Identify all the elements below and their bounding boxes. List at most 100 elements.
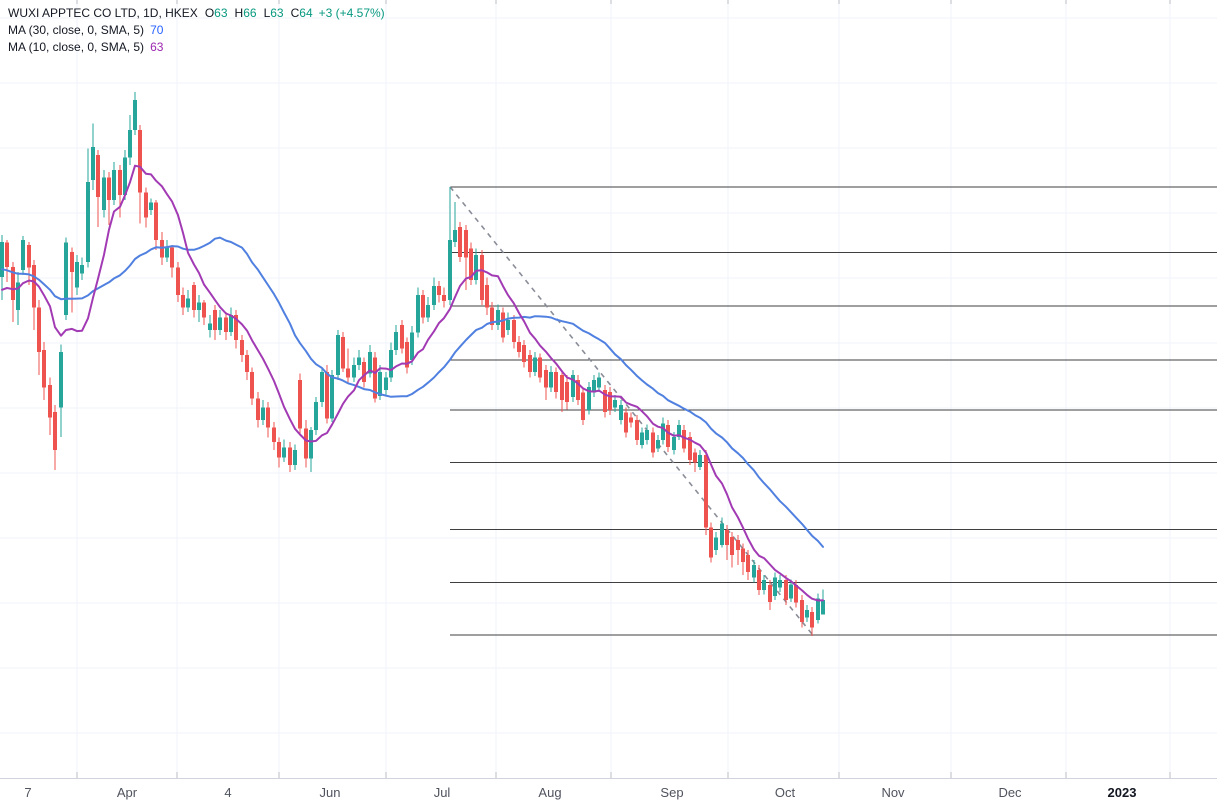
candle-body (42, 350, 46, 388)
candle-body (70, 251, 74, 272)
candle-body (730, 536, 734, 556)
time-axis-label: Nov (881, 785, 905, 800)
candle-body (810, 611, 814, 628)
candle-body (437, 286, 441, 296)
candle-body (752, 565, 756, 578)
candle-body (293, 450, 297, 466)
candle-body (677, 425, 681, 437)
candle-body (800, 600, 804, 622)
candle-body (682, 430, 686, 449)
chart-legend: WUXI APPTEC CO LTD, 1D, HKEX O63 H66 L63 C64… (8, 5, 385, 56)
candle-body (592, 380, 596, 393)
candle-body (266, 407, 270, 428)
candle-body (656, 440, 660, 449)
candle-body (64, 242, 68, 316)
ma10-legend-row[interactable]: MA (10, close, 0, SMA, 5) 63 (8, 39, 385, 55)
symbol-legend-row[interactable]: WUXI APPTEC CO LTD, 1D, HKEX O63 H66 L63 C64… (8, 5, 385, 21)
candle-body (202, 302, 206, 318)
ma10-line[interactable] (1, 164, 824, 602)
candle-body (325, 371, 329, 419)
candle-body (587, 386, 591, 411)
candle-body (554, 371, 558, 392)
candle-body (16, 282, 20, 311)
candle-body (640, 432, 644, 446)
candle-body (448, 240, 452, 301)
candle-body (304, 428, 308, 459)
candle-body (661, 423, 665, 441)
candle-body (736, 540, 740, 551)
candle-body (149, 202, 153, 211)
candle-body (624, 412, 628, 433)
candle-body (768, 585, 772, 602)
candle-body (277, 441, 281, 458)
candle-body (458, 226, 462, 257)
candle-body (59, 351, 63, 408)
candle-body (565, 381, 569, 402)
candle-body (576, 380, 580, 401)
candle-body (32, 265, 36, 308)
ohlc-value: 63 (214, 6, 228, 20)
candle-body (176, 267, 180, 296)
candle-body (309, 430, 313, 459)
candle-body (619, 405, 623, 421)
ma30-legend-row[interactable]: MA (30, close, 0, SMA, 5) 70 (8, 22, 385, 38)
candle-body (581, 392, 585, 421)
candle-body (549, 371, 553, 388)
candle-body (96, 155, 100, 197)
candle-body (80, 265, 84, 274)
candle-body (693, 452, 697, 463)
ohlc-label: C (290, 6, 300, 20)
candle-body (501, 312, 505, 338)
candle-body (272, 427, 276, 442)
ohlc-label: H (234, 6, 244, 20)
candle-body (506, 320, 510, 331)
candle-body (741, 548, 745, 562)
candle-body (821, 600, 825, 615)
candle-body (378, 371, 382, 396)
candle-body (53, 411, 57, 451)
ma30-line[interactable] (1, 236, 824, 548)
candle-body (154, 202, 158, 241)
candle-body (453, 230, 457, 242)
candle-body (213, 310, 217, 331)
candle-body (805, 610, 809, 618)
candle-body (645, 430, 649, 441)
candle-body (666, 425, 670, 447)
candle-body (138, 130, 142, 193)
candle-body (517, 341, 521, 352)
candle-body (725, 530, 729, 546)
candle-body (613, 400, 617, 408)
candle-body (330, 375, 334, 419)
candle-body (245, 355, 249, 372)
candle-body (629, 417, 633, 423)
candle-body (250, 371, 254, 399)
time-axis[interactable]: 7 Apr 4 Jun Jul Aug Sep Oct Nov Dec 2023 (0, 778, 1217, 811)
candle-body (160, 240, 164, 258)
candle-body (298, 380, 302, 429)
symbol-title: WUXI APPTEC CO LTD, 1D, HKEX (8, 6, 198, 20)
candle-body (27, 245, 31, 268)
candle-body (218, 317, 222, 331)
ma10-label: MA (10, close, 0, SMA, 5) (8, 40, 145, 54)
candle-body (469, 248, 473, 281)
candle-body (714, 537, 718, 551)
ma30-value: 70 (150, 23, 164, 37)
ohlc-values: O63 H66 L63 C64 (198, 6, 313, 20)
candle-body (816, 598, 820, 621)
candle-body (394, 331, 398, 351)
time-axis-label: 4 (224, 785, 232, 800)
dashed-trend-line[interactable] (449, 186, 814, 636)
candle-body (400, 325, 404, 349)
candle-body (362, 361, 366, 382)
ma30-label: MA (30, close, 0, SMA, 5) (8, 23, 145, 37)
candle-body (384, 377, 388, 391)
candle-body (544, 370, 548, 388)
candle-body (709, 527, 713, 558)
time-axis-label: Apr (116, 785, 138, 800)
candle-body (528, 355, 532, 372)
candle-body (533, 357, 537, 372)
candle-body (432, 286, 436, 306)
candle-body (86, 181, 90, 262)
